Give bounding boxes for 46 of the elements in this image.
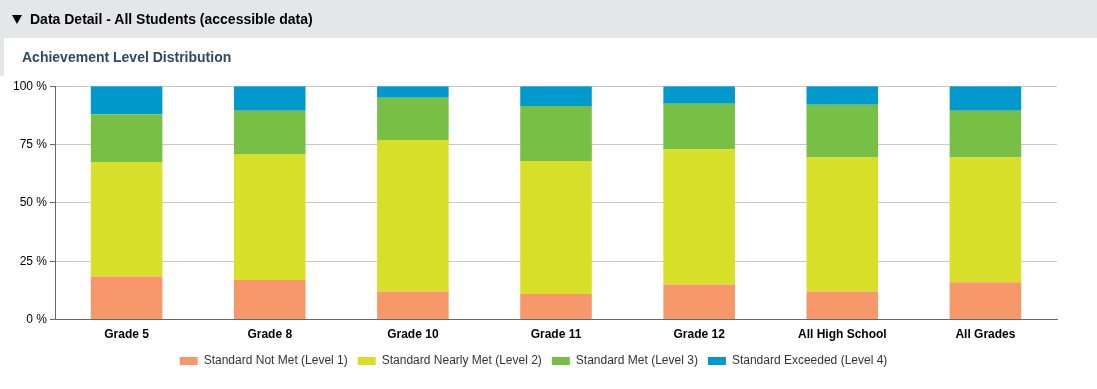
bar [806,86,879,105]
bar [520,106,592,161]
x-tick-label: Grade 8 [247,327,293,342]
bar [949,157,1022,283]
x-tick-label: Grade 12 [673,327,726,342]
bar [90,114,163,163]
bar [949,282,1022,320]
bar [520,86,592,107]
y-tick-label: 25 % [19,253,48,268]
legend-label: Standard Met (Level 3) [575,353,698,368]
y-tick-label: 100 % [12,78,48,93]
bar [233,153,306,280]
bar [377,86,449,98]
chart-subtitle: Achievement Level Distribution [22,49,232,65]
bar [377,139,449,292]
bar [806,104,879,158]
bar [949,110,1022,158]
y-tick-label: 0 % [26,311,48,326]
bar [949,86,1022,111]
bar [233,86,306,111]
bar [520,293,592,320]
bar [663,149,735,285]
bar [90,86,163,115]
bar [806,291,879,320]
x-tick-label: Grade 5 [104,327,150,342]
bar [663,86,735,104]
y-tick-label: 75 % [19,136,48,151]
legend-label: Standard Nearly Met (Level 2) [381,353,542,368]
bar [90,162,163,277]
bar [233,279,306,320]
x-tick-label: Grade 10 [387,327,439,342]
bar [233,110,306,154]
bar [377,291,449,320]
bar [520,160,592,294]
x-tick-label: All High School [797,327,887,342]
x-tick-label: All Grades [955,327,1016,342]
bar [377,97,449,140]
y-tick-label: 50 % [19,195,48,210]
bar [663,284,735,320]
bar [90,276,163,320]
chart-title: Data Detail - All Students (accessible data) [30,11,313,27]
legend-label: Standard Exceeded (Level 4) [731,353,888,368]
x-tick-label: Grade 11 [530,327,582,342]
bar [663,103,735,150]
legend-label: Standard Not Met (Level 1) [203,353,348,368]
bar [806,157,879,292]
